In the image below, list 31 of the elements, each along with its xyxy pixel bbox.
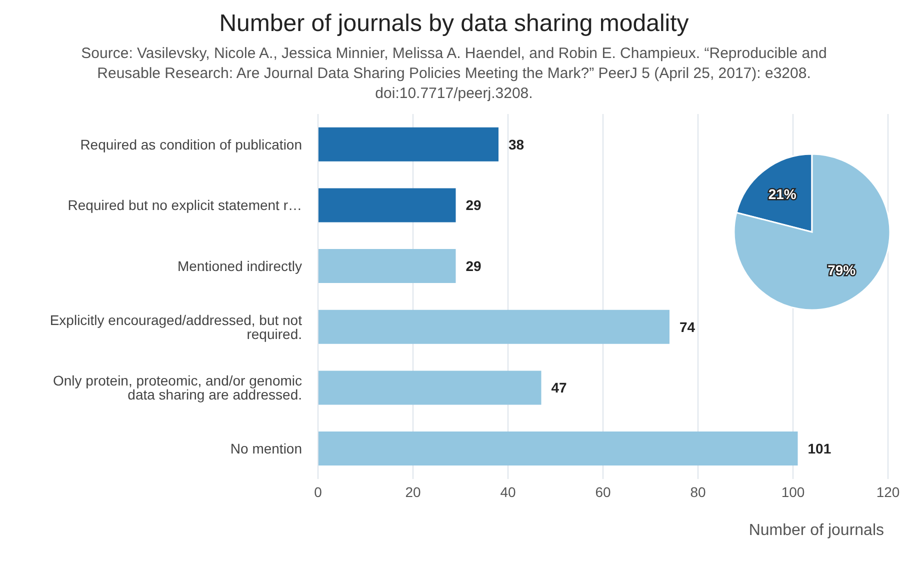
pie-slice	[733, 153, 891, 311]
x-tick-label: 60	[595, 484, 611, 500]
data-label: 74	[680, 318, 696, 335]
x-tick-label: 80	[690, 484, 706, 500]
data-label: 21%	[768, 186, 797, 202]
y-tick-label: Explicitly encouraged/addressed, but not required.	[50, 312, 302, 342]
data-label: 29	[466, 197, 482, 214]
y-tick-label: Required as condition of publication	[80, 136, 302, 152]
bar	[318, 249, 456, 284]
chart-subtitle: Source: Vasilevsky, Nicole A., Jessica Minnier, Melissa A. Haendel, and Robin E. Champieux. “Reproducible and Reusable Research: Are Journal Data Sharing Policies Meeting the Mark?” PeerJ 5 (April 25, 2017): e3208. doi:10.7717/peerj.3208.	[80, 44, 828, 104]
data-label: 38	[508, 136, 524, 152]
bar	[318, 127, 498, 162]
data-label: 101	[808, 440, 832, 457]
bar	[318, 188, 456, 222]
x-axis-title: Number of journals	[748, 522, 884, 539]
x-tick-label: 40	[500, 484, 516, 500]
bar	[318, 432, 798, 466]
bar	[318, 310, 670, 344]
y-tick-label: Mentioned indirectly	[177, 258, 302, 274]
x-tick-label: 20	[405, 484, 421, 500]
chart-title: Number of journals by data sharing modality	[218, 10, 690, 38]
y-tick-label: Only protein, proteomic, and/or genomic data sharing are addressed.	[52, 372, 302, 403]
y-tick-label: No mention	[230, 440, 302, 457]
data-label: 79%	[828, 262, 856, 278]
x-tick-label: 120	[876, 484, 900, 500]
x-tick-label: 0	[314, 484, 322, 500]
data-label: 47	[551, 380, 568, 396]
x-tick-label: 100	[781, 484, 805, 500]
y-tick-label: Required but no explicit statement r…	[68, 197, 302, 214]
bar	[318, 370, 542, 405]
data-label: 29	[466, 258, 482, 274]
